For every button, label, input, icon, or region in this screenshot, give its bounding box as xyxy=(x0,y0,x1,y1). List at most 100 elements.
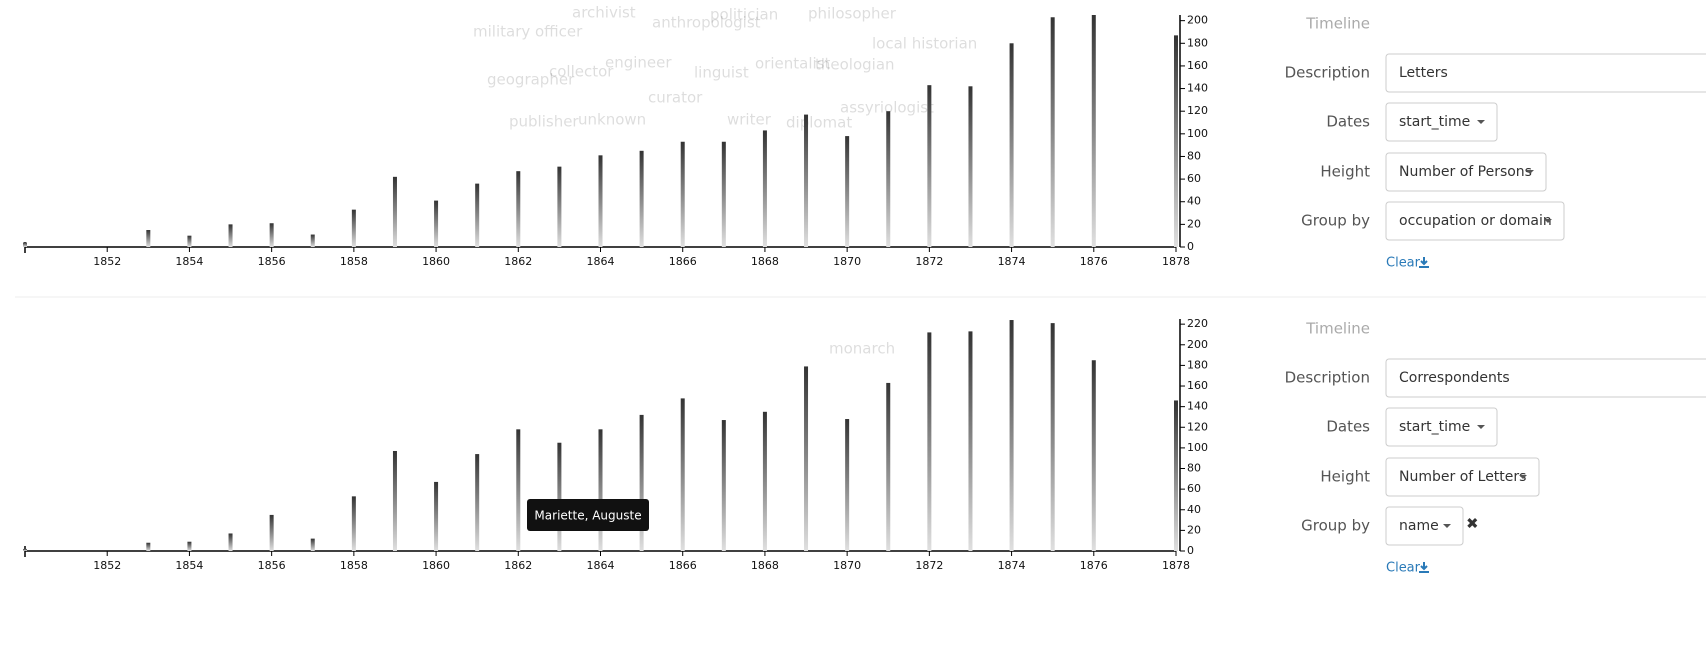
background-word: monarch xyxy=(829,340,895,358)
x-tick-label: 1860 xyxy=(422,559,450,572)
x-tick-label: 1862 xyxy=(504,255,532,268)
dates-label: Dates xyxy=(1326,418,1370,436)
x-tick-label: 1852 xyxy=(93,559,121,572)
clear-link[interactable]: Clear xyxy=(1386,256,1421,271)
bar xyxy=(269,514,274,551)
background-word: linguist xyxy=(694,64,749,82)
x-tick-label: 1866 xyxy=(669,559,697,572)
dates-label: Dates xyxy=(1326,113,1370,131)
bar xyxy=(680,398,685,551)
x-tick-label: 1872 xyxy=(915,559,943,572)
y-tick-label: 160 xyxy=(1187,379,1208,392)
bar xyxy=(598,155,603,247)
y-tick-label: 160 xyxy=(1187,59,1208,72)
y-tick-label: 60 xyxy=(1187,482,1201,495)
bar xyxy=(804,366,809,551)
height-field[interactable] xyxy=(1385,457,1540,497)
bar xyxy=(557,442,562,551)
x-tick-label: 1864 xyxy=(587,559,615,572)
group-field[interactable] xyxy=(1385,201,1565,241)
y-tick-label: 180 xyxy=(1187,36,1208,49)
bar xyxy=(1091,360,1096,551)
y-tick-label: 60 xyxy=(1187,172,1201,185)
group-field[interactable] xyxy=(1385,506,1464,546)
y-tick-label: 120 xyxy=(1187,420,1208,433)
dates-value: start_time xyxy=(1399,419,1470,435)
y-tick-label: 220 xyxy=(1187,317,1208,330)
description-field[interactable] xyxy=(1385,358,1706,398)
background-word: local historian xyxy=(872,35,977,53)
y-tick-label: 40 xyxy=(1187,195,1201,208)
height-field[interactable] xyxy=(1385,152,1547,192)
description-value: Letters xyxy=(1399,65,1448,81)
bar xyxy=(1050,323,1055,551)
caret xyxy=(1477,425,1485,429)
x-tick-label: 1860 xyxy=(422,255,450,268)
bar xyxy=(680,141,685,247)
y-tick-label: 80 xyxy=(1187,149,1201,162)
description-value: Correspondents xyxy=(1399,370,1510,386)
x-tick-label: 1868 xyxy=(751,559,779,572)
remove-button[interactable]: ✖ xyxy=(1466,515,1479,533)
background-word: engineer xyxy=(605,54,672,72)
background-word: diplomat xyxy=(786,114,852,132)
background-word: writer xyxy=(727,111,772,129)
bar xyxy=(269,223,274,247)
y-tick-label: 40 xyxy=(1187,503,1201,516)
caret xyxy=(1526,170,1534,174)
bar xyxy=(146,542,151,551)
y-tick-label: 20 xyxy=(1187,523,1201,536)
x-tick-label: 1878 xyxy=(1162,255,1190,268)
background-word: politician xyxy=(710,6,778,24)
height-value: Number of Persons xyxy=(1399,164,1532,180)
y-tick-label: 140 xyxy=(1187,400,1208,413)
bar xyxy=(516,171,521,247)
bar xyxy=(475,183,480,247)
bar xyxy=(886,382,891,551)
background-word: philosopher xyxy=(808,5,897,23)
background-word: military officer xyxy=(473,23,583,41)
group-label: Group by xyxy=(1301,212,1370,230)
x-tick-label: 1876 xyxy=(1080,255,1108,268)
description-field[interactable] xyxy=(1385,53,1706,93)
caret xyxy=(1443,524,1451,528)
x-tick-label: 1858 xyxy=(340,255,368,268)
description-label: Description xyxy=(1285,369,1370,387)
x-tick-label: 1852 xyxy=(93,255,121,268)
bar xyxy=(516,429,521,551)
bar xyxy=(146,230,151,247)
group-label: Group by xyxy=(1301,517,1370,535)
bar xyxy=(392,450,397,551)
group-value: name xyxy=(1399,518,1439,534)
background-word: anthropologist xyxy=(652,14,761,32)
x-tick-label: 1854 xyxy=(175,559,203,572)
x-tick-label: 1874 xyxy=(998,559,1026,572)
caret xyxy=(1544,219,1552,223)
x-tick-label: 1876 xyxy=(1080,559,1108,572)
height-label: Height xyxy=(1320,163,1370,181)
y-tick-label: 100 xyxy=(1187,127,1208,140)
background-word: unknown xyxy=(578,111,646,129)
dates-field[interactable] xyxy=(1385,407,1498,447)
x-tick-label: 1856 xyxy=(258,255,286,268)
bar xyxy=(762,411,767,551)
bar xyxy=(639,150,644,247)
background-word: collector xyxy=(549,63,614,81)
dates-field[interactable] xyxy=(1385,102,1498,142)
y-tick-label: 0 xyxy=(1187,240,1194,253)
bar xyxy=(845,419,850,551)
dates-value: start_time xyxy=(1399,114,1470,130)
y-tick-label: 120 xyxy=(1187,104,1208,117)
download-icon xyxy=(1419,562,1429,573)
bar xyxy=(598,429,603,551)
bar xyxy=(187,235,192,247)
x-tick-label: 1878 xyxy=(1162,559,1190,572)
download-icon xyxy=(1419,257,1429,268)
x-tick-label: 1864 xyxy=(587,255,615,268)
group-value: occupation or domain xyxy=(1399,213,1552,229)
clear-link[interactable]: Clear xyxy=(1386,561,1421,576)
x-tick-label: 1854 xyxy=(175,255,203,268)
x-tick-label: 1870 xyxy=(833,255,861,268)
background-word: publisher xyxy=(509,113,579,131)
